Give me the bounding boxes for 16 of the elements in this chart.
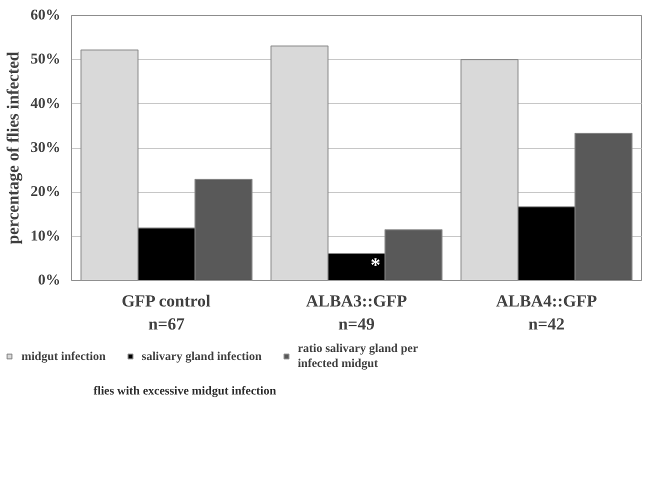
- y-axis-title: percentage of flies infected: [4, 51, 22, 244]
- y-tick-label: 40%: [30, 96, 60, 112]
- x-tick-label: GFP control n=67: [122, 292, 211, 334]
- y-tick-label: 10%: [30, 228, 60, 244]
- x-tick-label: ALBA3::GFP n=49: [306, 292, 408, 334]
- y-tick-label: 20%: [30, 184, 60, 200]
- legend-label: midgut infection: [21, 348, 106, 364]
- y-tick-label: 60%: [30, 8, 60, 24]
- y-tick-label: 0%: [38, 272, 60, 288]
- y-tick-label: 30%: [30, 140, 60, 156]
- legend-label: salivary gland infection: [142, 348, 262, 364]
- annotation: *: [370, 254, 380, 276]
- y-tick-label: 50%: [30, 52, 60, 68]
- legend-label: ratio salivary gland per infected midgut: [298, 341, 418, 371]
- x-tick-label: ALBA4::GFP n=42: [496, 292, 598, 334]
- text: flies with excessive midgut infection: [94, 384, 276, 398]
